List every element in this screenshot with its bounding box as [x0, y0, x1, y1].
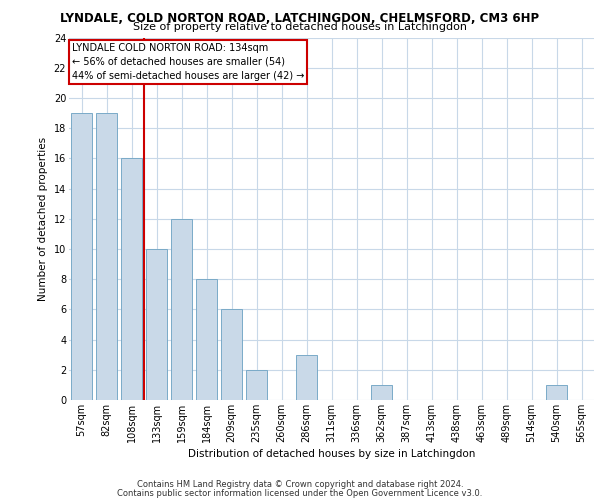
Bar: [296, 354, 317, 400]
Bar: [371, 385, 392, 400]
Text: LYNDALE COLD NORTON ROAD: 134sqm
← 56% of detached houses are smaller (54)
44% o: LYNDALE COLD NORTON ROAD: 134sqm ← 56% o…: [71, 43, 304, 81]
Text: Size of property relative to detached houses in Latchingdon: Size of property relative to detached ho…: [133, 22, 467, 32]
Bar: [121, 158, 142, 400]
Text: Contains HM Land Registry data © Crown copyright and database right 2024.: Contains HM Land Registry data © Crown c…: [137, 480, 463, 489]
Bar: [221, 310, 242, 400]
X-axis label: Distribution of detached houses by size in Latchingdon: Distribution of detached houses by size …: [188, 449, 475, 459]
Bar: [171, 219, 192, 400]
Bar: [246, 370, 267, 400]
Text: LYNDALE, COLD NORTON ROAD, LATCHINGDON, CHELMSFORD, CM3 6HP: LYNDALE, COLD NORTON ROAD, LATCHINGDON, …: [61, 12, 539, 24]
Bar: [96, 113, 117, 400]
Y-axis label: Number of detached properties: Number of detached properties: [38, 136, 48, 301]
Bar: [546, 385, 567, 400]
Bar: [71, 113, 92, 400]
Bar: [196, 279, 217, 400]
Text: Contains public sector information licensed under the Open Government Licence v3: Contains public sector information licen…: [118, 488, 482, 498]
Bar: [146, 249, 167, 400]
